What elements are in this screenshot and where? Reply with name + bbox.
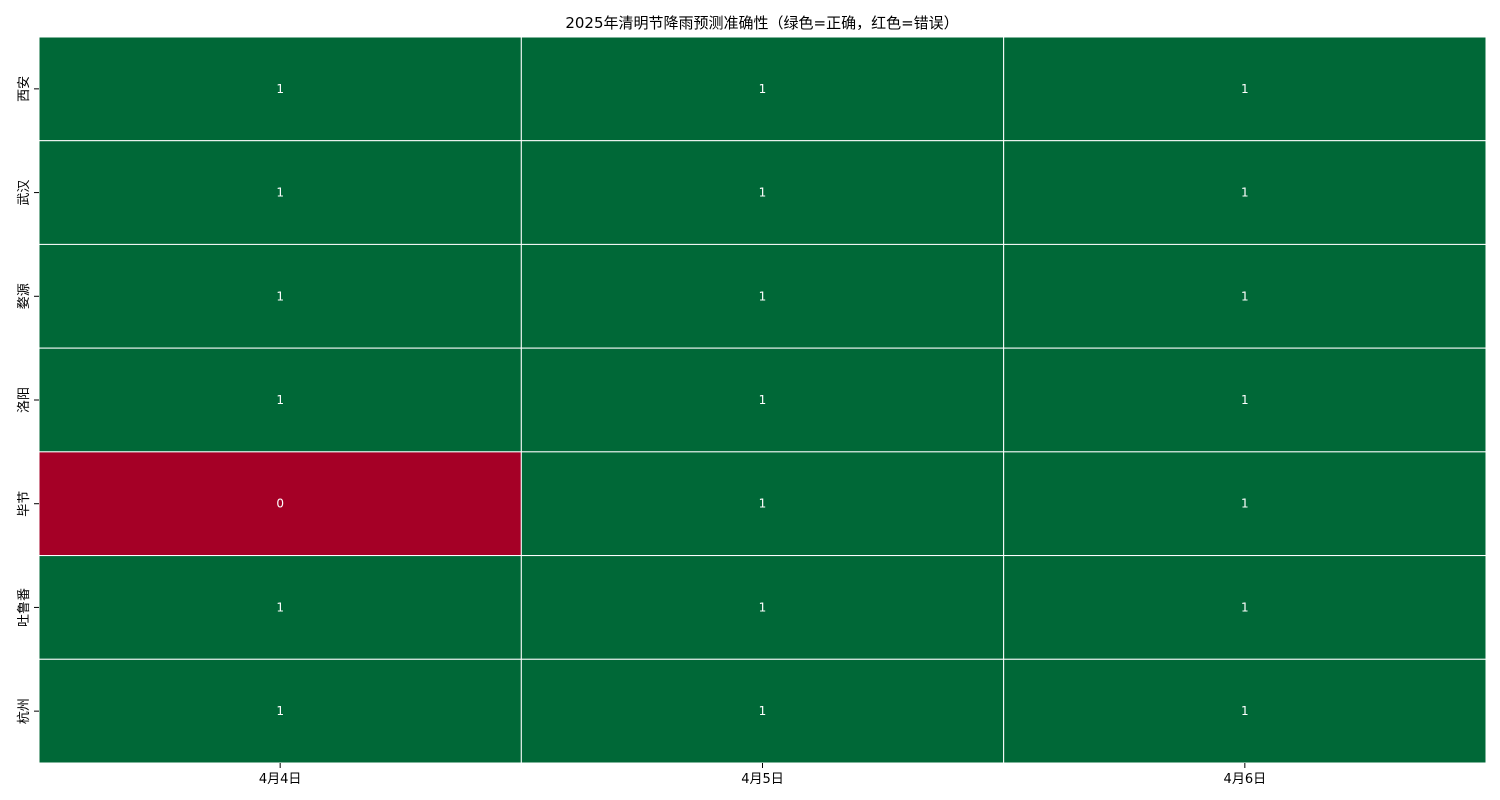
y-tick-label: 毕节 [17, 491, 32, 517]
heatmap-cell [520, 140, 1005, 245]
heatmap-cell [1003, 347, 1487, 453]
y-tick-label: 杭州 [17, 698, 32, 724]
cell-value-label: 1 [276, 704, 284, 718]
x-tick-label: 4月6日 [1224, 772, 1267, 787]
heatmap-cells [38, 36, 1487, 764]
cell-value-label: 1 [759, 393, 767, 407]
cell-value-label: 1 [1241, 600, 1249, 614]
cell-value-label: 1 [1241, 704, 1249, 718]
x-axis: 4月4日 4月5日 4月6日 [259, 763, 1266, 787]
heatmap-cell [520, 36, 1005, 142]
heatmap-cell [38, 451, 522, 557]
heatmap-cell [520, 451, 1005, 557]
heatmap-cell [1003, 658, 1487, 764]
cell-value-label: 1 [1241, 497, 1249, 511]
cell-value-label: 1 [759, 497, 767, 511]
cell-value-label: 1 [759, 704, 767, 718]
heatmap-cell [1003, 36, 1487, 142]
cell-value-label: 1 [276, 82, 284, 96]
cell-value-label: 1 [759, 186, 767, 200]
cell-value-label: 1 [1241, 82, 1249, 96]
y-tick-label: 西安 [17, 76, 32, 102]
cell-value-label: 1 [759, 600, 767, 614]
heatmap-cell [520, 555, 1005, 660]
cell-value-label: 1 [276, 289, 284, 303]
y-tick-label: 吐鲁番 [17, 588, 32, 627]
x-tick-label: 4月5日 [741, 772, 784, 787]
heatmap-cell [1003, 451, 1487, 557]
y-tick-label: 武汉 [17, 180, 32, 206]
chart-title: 2025年清明节降雨预测准确性（绿色=正确，红色=错误） [565, 14, 958, 32]
heatmap-cell [1003, 140, 1487, 245]
heatmap-cell [38, 243, 522, 349]
heatmap-cell [520, 243, 1005, 349]
cell-value-label: 1 [276, 393, 284, 407]
heatmap-cell [38, 36, 522, 142]
heatmap-cell [520, 658, 1005, 764]
x-tick-label: 4月4日 [259, 772, 302, 787]
cell-labels: 1 1 1 1 1 1 1 1 1 1 1 1 0 1 1 1 1 1 1 1 1 [276, 82, 1248, 718]
cell-value-label: 1 [276, 186, 284, 200]
heatmap-cell [38, 140, 522, 245]
cell-value-label: 1 [759, 289, 767, 303]
cell-value-label: 0 [276, 497, 284, 511]
cell-value-label: 1 [276, 600, 284, 614]
cell-value-label: 1 [759, 82, 767, 96]
cell-value-label: 1 [1241, 289, 1249, 303]
heatmap-cell [1003, 555, 1487, 660]
heatmap-cell [38, 658, 522, 764]
y-tick-label: 婺源 [16, 283, 32, 309]
y-tick-label: 洛阳 [17, 387, 32, 413]
cell-value-label: 1 [1241, 393, 1249, 407]
heatmap-cell [38, 347, 522, 453]
cell-value-label: 1 [1241, 186, 1249, 200]
